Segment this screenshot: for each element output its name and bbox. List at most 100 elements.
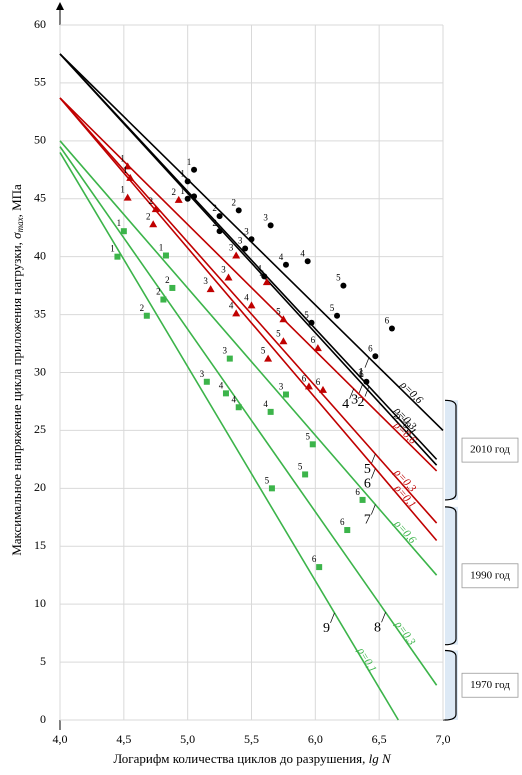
point [232,309,241,317]
point-label: 5 [265,475,270,485]
point [359,496,366,503]
point-label: 4 [263,399,268,409]
rho-label: ρ=0,3 [392,618,418,648]
y-title-text: Максимальное напряжение цикла приложения… [9,239,24,556]
group-band [445,506,458,645]
point-label: 1 [120,153,125,163]
point-label: 6 [311,335,316,345]
x-tick-label: 4,5 [116,732,131,746]
point-label: 1 [180,186,185,196]
point-label: 4 [300,248,305,258]
x-tick-label: 5,0 [180,732,195,746]
y-title-symbol: σ [9,232,24,239]
rho-label: ρ=0,6 [397,378,425,406]
x-axis-title: Логарифм количества циклов до разрушения… [113,751,392,766]
point-label: 2 [212,218,217,228]
point [120,228,127,235]
point [267,408,274,415]
group-label: 1990 год [470,569,510,581]
point-label: 5 [298,461,303,471]
group-band [445,400,458,500]
point [262,278,271,286]
point [224,273,233,281]
point [162,252,169,259]
point-label: 1 [180,168,185,178]
point-label: 3 [221,265,226,275]
group-band [445,650,458,720]
y-tick-label: 35 [34,306,46,320]
line-number: 5 [364,462,371,477]
point [318,385,327,393]
y-axis-title: Максимальное напряжение цикла приложения… [9,184,25,556]
y-tick-label: 20 [34,480,46,494]
point-label: 4 [279,252,284,262]
point [206,285,215,293]
point-label: 1 [123,165,128,175]
y-tick-label: 30 [34,364,46,378]
point-label: 5 [330,303,335,313]
point [123,162,132,170]
point-label: 6 [385,316,390,326]
y-tick-label: 60 [34,17,46,31]
point [282,391,289,398]
point [160,296,167,303]
point [304,258,311,265]
point [264,354,273,362]
point [282,261,289,268]
point-label: 1 [159,243,164,253]
x-tick-label: 4,0 [53,732,68,746]
point-label: 2 [140,303,145,313]
point [279,337,288,345]
point [302,471,309,478]
x-title-text: Логарифм количества циклов до разрушения… [113,751,368,766]
leader [381,612,386,623]
point-label: 3 [263,212,268,222]
fit-line [59,140,438,576]
point-label: 1 [117,218,122,228]
y-title-unit: , МПа [9,184,24,217]
point-label: 5 [276,306,281,316]
point-label: 5 [304,310,309,320]
point [344,527,351,534]
point-label: 2 [149,196,154,206]
point-label: 2 [165,275,170,285]
point [143,312,150,319]
point [242,245,249,252]
point-label: 1 [110,244,115,254]
fit-line [59,146,438,686]
point [169,284,176,291]
point-label: 3 [279,382,284,392]
point [191,166,198,173]
group-label: 2010 год [470,444,510,456]
point [191,193,198,200]
group-label: 1970 год [470,679,510,691]
fit-line [59,152,400,721]
point-label: 4 [231,394,236,404]
point-label: 2 [231,197,236,207]
point [149,220,158,228]
fit-line [59,97,438,541]
group-box [461,437,519,463]
line-number: 6 [364,477,371,492]
point-label: 3 [200,369,205,379]
point [184,178,191,185]
y-tick-label: 10 [34,596,46,610]
point-label: 6 [368,343,373,353]
point [267,222,274,229]
line-number: 9 [323,621,330,636]
point-label: 5 [261,346,266,356]
point [216,228,223,235]
line-number: 7 [364,513,371,528]
leader [358,384,363,395]
y-tick-label: 50 [34,133,46,147]
point-label: 5 [306,431,311,441]
point-label: 6 [302,373,307,383]
leader [330,612,335,624]
point-label: 1 [187,157,192,167]
y-tick-label: 0 [40,712,46,726]
point [203,378,210,385]
leader [371,504,376,515]
y-tick-label: 45 [34,191,46,205]
point-label: 2 [156,287,161,297]
point [151,205,160,213]
